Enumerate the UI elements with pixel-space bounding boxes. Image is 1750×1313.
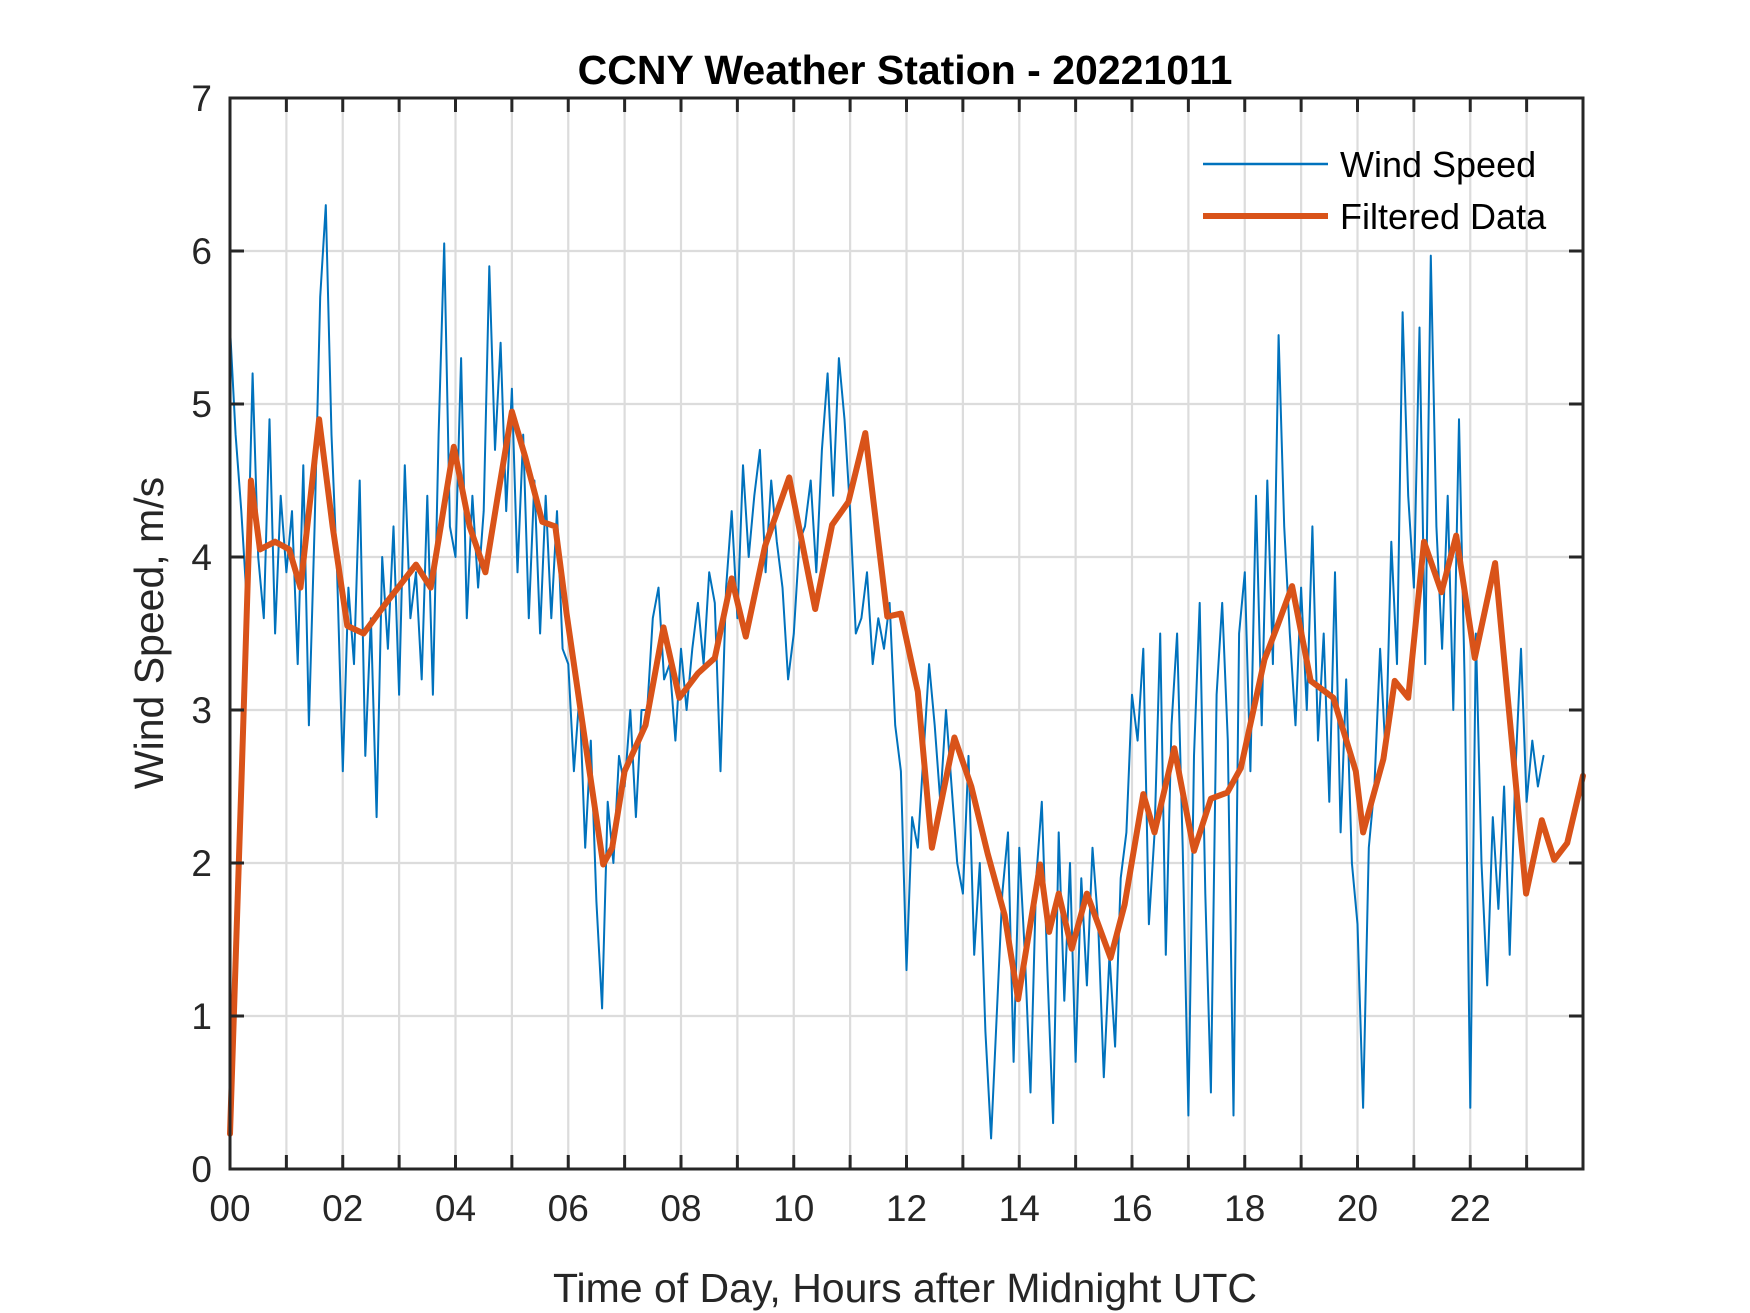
x-tick-label: 02 xyxy=(322,1188,363,1229)
chart-title: CCNY Weather Station - 20221011 xyxy=(578,47,1233,93)
y-tick-label: 6 xyxy=(191,231,212,272)
y-tick-label: 5 xyxy=(191,384,212,425)
y-tick-label: 4 xyxy=(191,537,212,578)
x-tick-label: 10 xyxy=(773,1188,814,1229)
x-tick-label: 22 xyxy=(1450,1188,1491,1229)
x-tick-label: 00 xyxy=(209,1188,250,1229)
y-tick-label: 3 xyxy=(191,690,212,731)
x-tick-label: 16 xyxy=(1111,1188,1152,1229)
legend-label-filtered-data: Filtered Data xyxy=(1340,196,1547,237)
axis-ticks xyxy=(230,96,1583,1171)
x-tick-label: 20 xyxy=(1337,1188,1378,1229)
legend: Wind Speed Filtered Data xyxy=(1203,144,1547,237)
legend-label-wind-speed: Wind Speed xyxy=(1340,144,1536,185)
y-tick-label: 2 xyxy=(191,843,212,884)
y-tick-label: 0 xyxy=(191,1149,212,1190)
x-tick-label: 04 xyxy=(435,1188,476,1229)
x-tick-label: 08 xyxy=(660,1188,701,1229)
y-tick-label: 1 xyxy=(191,996,212,1037)
plot-area xyxy=(227,204,1586,1140)
series-filtered-data-line xyxy=(227,408,1586,1137)
x-tick-label: 14 xyxy=(999,1188,1040,1229)
x-tick-label: 12 xyxy=(886,1188,927,1229)
x-tick-label: 06 xyxy=(548,1188,589,1229)
x-tick-label: 18 xyxy=(1224,1188,1265,1229)
y-tick-labels: 0 1 2 3 4 5 6 7 xyxy=(191,78,212,1190)
y-axis-label: Wind Speed, m/s xyxy=(126,477,172,789)
x-tick-labels: 00 02 04 06 08 10 12 14 16 18 20 22 xyxy=(209,1188,1490,1229)
y-tick-label: 7 xyxy=(191,78,212,119)
x-axis-label: Time of Day, Hours after Midnight UTC xyxy=(553,1265,1257,1311)
